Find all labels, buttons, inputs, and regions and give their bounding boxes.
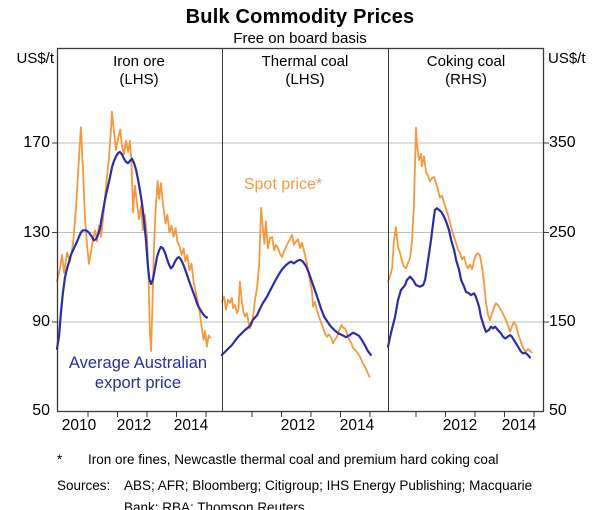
x-label-2012: 2012 xyxy=(116,417,152,434)
x-label-2010: 2010 xyxy=(61,417,97,434)
x-label-2014: 2014 xyxy=(339,417,375,434)
right-axis-unit: US$/t xyxy=(548,50,586,67)
right-axis-tick-250: 250 xyxy=(549,224,576,241)
x-label-2014: 2014 xyxy=(173,417,209,434)
chart-subtitle: Free on board basis xyxy=(233,30,367,47)
panel-title-thermal-coal: Thermal coal (LHS) xyxy=(235,53,375,89)
sources-label: Sources: xyxy=(57,478,111,493)
panel-title-iron-ore: Iron ore (LHS) xyxy=(69,53,209,89)
left-axis-unit: US$/t xyxy=(16,50,54,67)
panel-scale-note: (LHS) xyxy=(119,71,159,88)
right-axis-tick-50: 50 xyxy=(549,402,567,419)
spot-price-series-label: Spot price* xyxy=(243,176,323,193)
x-label-2012: 2012 xyxy=(442,417,478,434)
x-label-2012: 2012 xyxy=(280,417,316,434)
panel-title-text: Iron ore xyxy=(113,53,165,70)
panel-title-text: Coking coal xyxy=(426,53,506,70)
left-axis-tick-90: 90 xyxy=(32,313,50,330)
sources-text: ABS; AFR; Bloomberg; Citigroup; IHS Ener… xyxy=(124,478,533,510)
export-label-line2: export price xyxy=(94,374,182,392)
x-label-2014: 2014 xyxy=(501,417,537,434)
right-axis-tick-350: 350 xyxy=(549,134,576,151)
export-price-series-label: Average Australian export price xyxy=(52,353,224,393)
panel-title-text: Thermal coal xyxy=(261,53,349,70)
chart-title: Bulk Commodity Prices xyxy=(185,6,415,28)
left-axis-tick-50: 50 xyxy=(32,402,50,419)
left-axis-tick-170: 170 xyxy=(23,134,50,151)
left-axis-tick-130: 130 xyxy=(23,224,50,241)
panel-scale-note: (LHS) xyxy=(285,71,325,88)
panel-scale-note: (RHS) xyxy=(445,71,487,88)
right-axis-tick-150: 150 xyxy=(549,313,576,330)
footnote-marker: * xyxy=(57,452,63,467)
panel-title-coking-coal: Coking coal (RHS) xyxy=(396,53,536,89)
footnote-text: Iron ore fines, Newcastle thermal coal a… xyxy=(88,452,499,467)
export-label-line1: Average Australian xyxy=(68,354,208,372)
